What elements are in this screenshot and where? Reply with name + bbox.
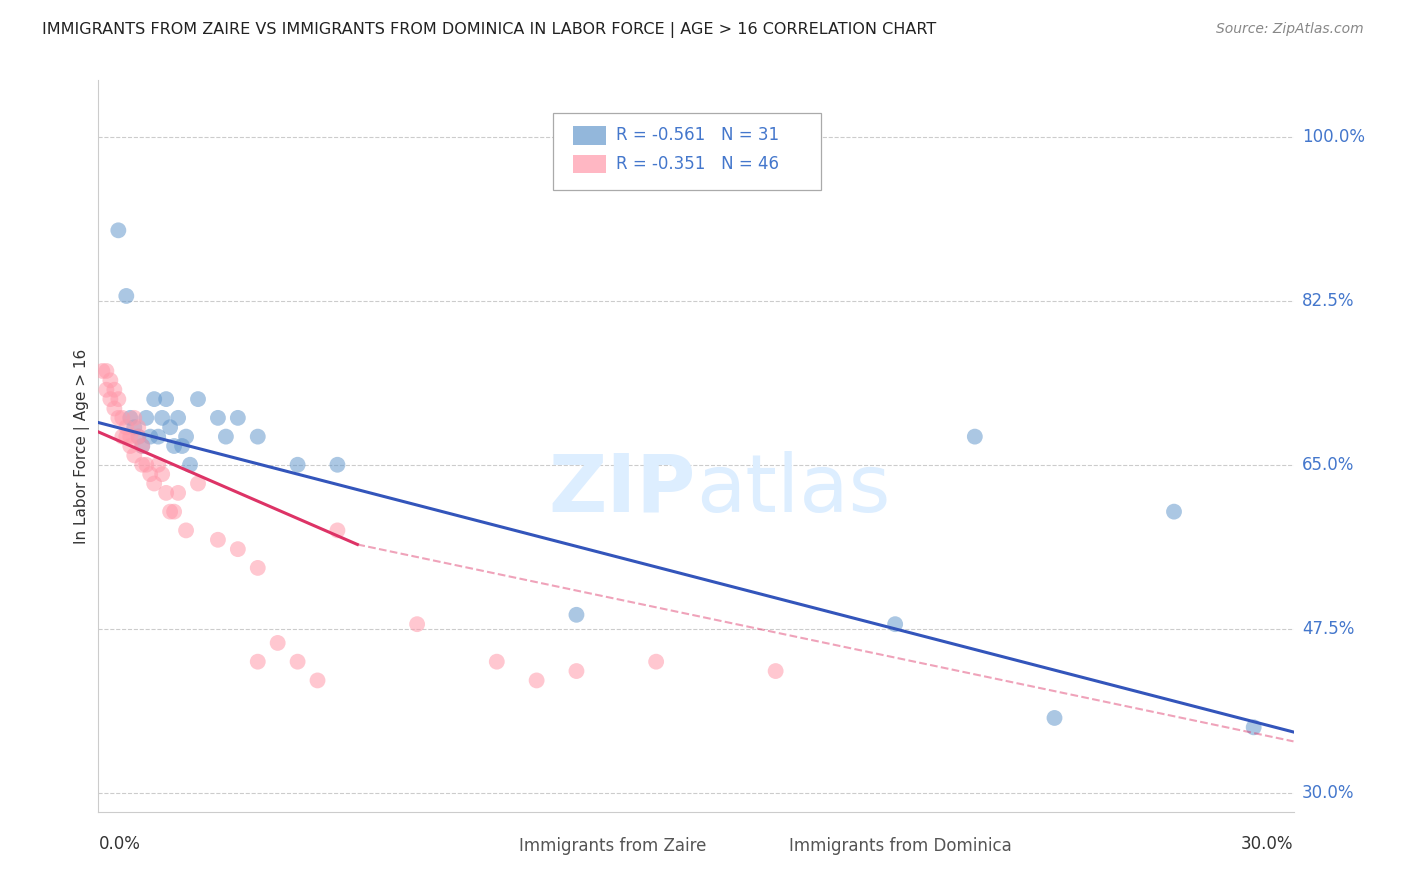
Point bbox=[103, 401, 125, 416]
Bar bbox=[481, 838, 510, 855]
Point bbox=[127, 429, 149, 443]
Bar bbox=[572, 155, 606, 173]
Point bbox=[267, 636, 290, 650]
Text: Immigrants from Zaire: Immigrants from Zaire bbox=[519, 837, 706, 855]
Point bbox=[155, 392, 177, 406]
Text: atlas: atlas bbox=[696, 450, 890, 529]
Point bbox=[139, 467, 162, 482]
Point bbox=[172, 439, 194, 453]
Point bbox=[163, 505, 186, 519]
Point bbox=[131, 458, 153, 472]
Point bbox=[179, 458, 201, 472]
Point bbox=[148, 458, 170, 472]
Point bbox=[135, 410, 157, 425]
Point bbox=[187, 476, 209, 491]
Text: IMMIGRANTS FROM ZAIRE VS IMMIGRANTS FROM DOMINICA IN LABOR FORCE | AGE > 16 CORR: IMMIGRANTS FROM ZAIRE VS IMMIGRANTS FROM… bbox=[42, 22, 936, 38]
Point bbox=[115, 429, 138, 443]
Point bbox=[226, 542, 249, 557]
Text: Source: ZipAtlas.com: Source: ZipAtlas.com bbox=[1216, 22, 1364, 37]
Point bbox=[131, 439, 153, 453]
Text: 47.5%: 47.5% bbox=[1302, 620, 1354, 638]
Point bbox=[963, 429, 986, 443]
Point bbox=[127, 420, 149, 434]
Point bbox=[287, 655, 309, 669]
Text: ZIP: ZIP bbox=[548, 450, 696, 529]
Point bbox=[159, 505, 181, 519]
Point bbox=[565, 664, 588, 678]
Point bbox=[150, 467, 173, 482]
Point bbox=[124, 449, 146, 463]
Point bbox=[115, 289, 138, 303]
Point bbox=[163, 439, 186, 453]
Point bbox=[226, 410, 249, 425]
Point bbox=[107, 223, 129, 237]
Point bbox=[485, 655, 508, 669]
Point bbox=[307, 673, 329, 688]
Point bbox=[159, 420, 181, 434]
Point bbox=[207, 410, 229, 425]
FancyBboxPatch shape bbox=[553, 113, 821, 190]
Point bbox=[326, 524, 349, 538]
Text: 0.0%: 0.0% bbox=[98, 835, 141, 853]
Point bbox=[765, 664, 787, 678]
Point bbox=[174, 524, 197, 538]
Point bbox=[1163, 505, 1185, 519]
Point bbox=[150, 410, 173, 425]
Text: 100.0%: 100.0% bbox=[1302, 128, 1365, 145]
Point bbox=[215, 429, 238, 443]
Y-axis label: In Labor Force | Age > 16: In Labor Force | Age > 16 bbox=[75, 349, 90, 543]
Point bbox=[127, 429, 149, 443]
Point bbox=[107, 410, 129, 425]
Point bbox=[167, 486, 190, 500]
Point bbox=[246, 561, 269, 575]
Point bbox=[155, 486, 177, 500]
Point bbox=[187, 392, 209, 406]
Point bbox=[526, 673, 548, 688]
Bar bbox=[572, 127, 606, 145]
Text: 30.0%: 30.0% bbox=[1241, 835, 1294, 853]
Point bbox=[645, 655, 668, 669]
Point bbox=[143, 392, 166, 406]
Point bbox=[565, 607, 588, 622]
Point bbox=[98, 373, 122, 387]
Point bbox=[98, 392, 122, 406]
Point bbox=[884, 617, 907, 632]
Point bbox=[287, 458, 309, 472]
Point bbox=[1043, 711, 1066, 725]
Bar bbox=[749, 838, 780, 855]
Point bbox=[91, 364, 114, 378]
Point bbox=[135, 458, 157, 472]
Point bbox=[246, 655, 269, 669]
Point bbox=[406, 617, 429, 632]
Point bbox=[143, 476, 166, 491]
Point bbox=[167, 410, 190, 425]
Point bbox=[120, 439, 142, 453]
Point bbox=[174, 429, 197, 443]
Point bbox=[131, 439, 153, 453]
Point bbox=[120, 429, 142, 443]
Text: 30.0%: 30.0% bbox=[1302, 784, 1354, 802]
Point bbox=[139, 429, 162, 443]
Point bbox=[148, 429, 170, 443]
Point bbox=[326, 458, 349, 472]
Text: R = -0.561   N = 31: R = -0.561 N = 31 bbox=[616, 126, 779, 145]
Point bbox=[1243, 720, 1265, 734]
Point bbox=[107, 392, 129, 406]
Text: R = -0.351   N = 46: R = -0.351 N = 46 bbox=[616, 154, 779, 173]
Point bbox=[124, 410, 146, 425]
Text: Immigrants from Dominica: Immigrants from Dominica bbox=[789, 837, 1012, 855]
Point bbox=[103, 383, 125, 397]
Point bbox=[96, 383, 118, 397]
Text: 82.5%: 82.5% bbox=[1302, 292, 1354, 310]
Point bbox=[246, 429, 269, 443]
Text: 65.0%: 65.0% bbox=[1302, 456, 1354, 474]
Point bbox=[207, 533, 229, 547]
Point bbox=[120, 410, 142, 425]
Point bbox=[96, 364, 118, 378]
Point bbox=[111, 410, 134, 425]
Point bbox=[115, 420, 138, 434]
Point bbox=[111, 429, 134, 443]
Point bbox=[124, 420, 146, 434]
